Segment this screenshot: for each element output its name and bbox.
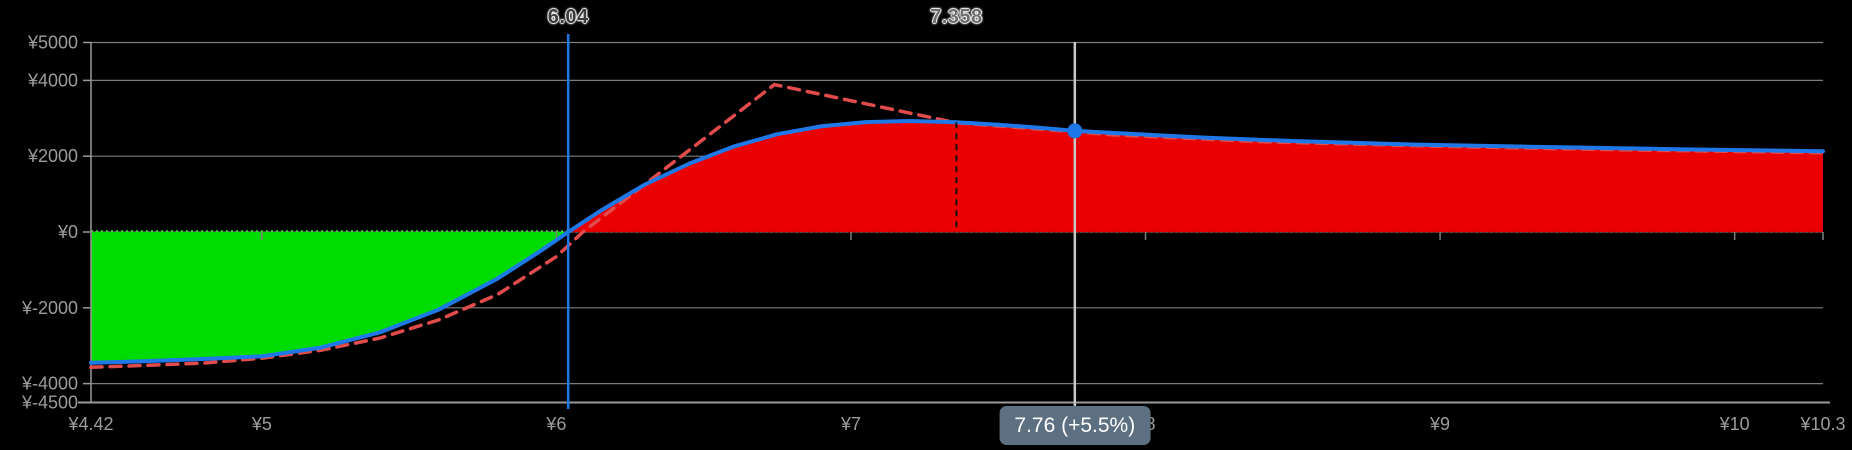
x-axis-label: ¥10 [1719, 414, 1750, 434]
x-axis-label: ¥6 [545, 414, 566, 434]
solid-value-curve [89, 118, 1825, 365]
x-axis-label: ¥9 [1429, 414, 1450, 434]
crosshair-dot [1067, 123, 1083, 139]
y-axis-label: ¥5000 [27, 33, 78, 53]
x-axis-label: ¥4.42 [67, 414, 113, 434]
breakeven-price-label: 6.04 [547, 6, 589, 28]
y-axis-label: ¥-2000 [21, 298, 78, 318]
y-axis-label: ¥-4000 [21, 374, 78, 394]
x-axis-label: ¥5 [251, 414, 272, 434]
x-axis-label: ¥7 [840, 414, 861, 434]
reference-price-label: 7.358 [930, 6, 983, 28]
crosshair-tooltip: 7.76 (+5.5%) [999, 406, 1151, 445]
y-axis-label: ¥0 [57, 222, 78, 242]
y-axis-label: ¥-4500 [21, 393, 78, 413]
x-axis-label: ¥10.3 [1799, 414, 1845, 434]
loss-area-fill [91, 232, 569, 363]
y-axis-label: ¥2000 [27, 146, 78, 166]
y-axis-label: ¥4000 [27, 70, 78, 90]
